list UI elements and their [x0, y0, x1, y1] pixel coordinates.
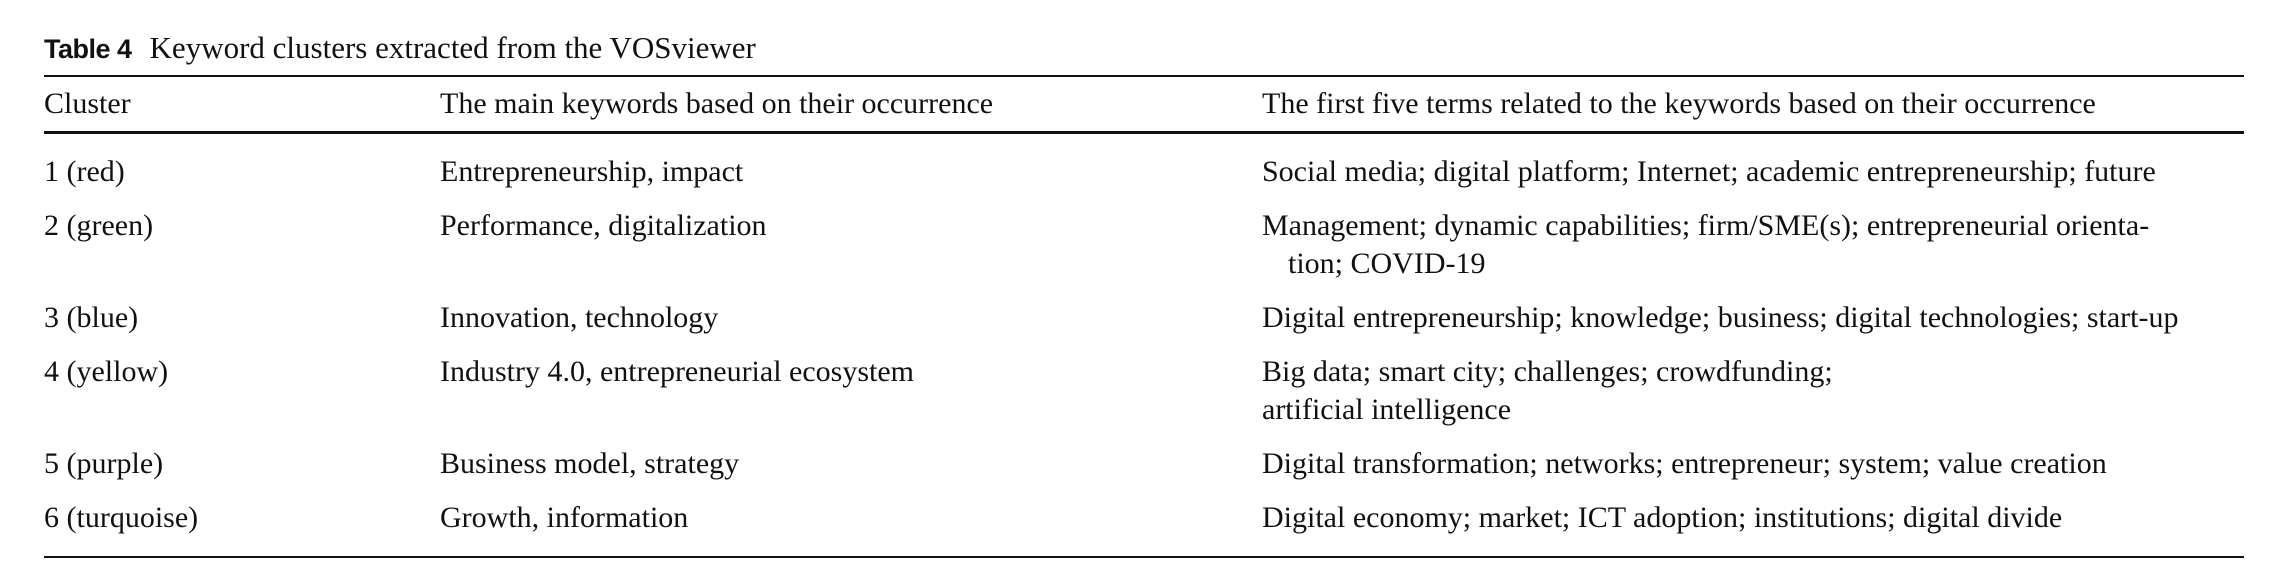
cell-terms-line: Digital economy; market; ICT adoption; i…	[1262, 501, 2063, 534]
cell-keywords: Growth, information	[440, 501, 689, 534]
header-rule	[44, 131, 2244, 134]
keyword-clusters-table: Table 4 Keyword clusters extracted from t…	[44, 28, 2244, 558]
table-row: 1 (red) Entrepreneurship, impact Social …	[44, 148, 2244, 202]
cell-terms-line: Management; dynamic capabilities; firm/S…	[1262, 209, 2150, 242]
cell-cluster: 4 (yellow)	[44, 355, 169, 388]
cell-terms-line-continued: tion; COVID-19	[1288, 247, 1486, 280]
cell-terms-line: Social media; digital platform; Internet…	[1262, 155, 2156, 188]
cell-terms-line: Big data; smart city; challenges; crowdf…	[1262, 355, 1833, 388]
header-related-terms: The first five terms related to the keyw…	[1262, 87, 2096, 120]
header-cluster: Cluster	[44, 87, 131, 120]
cell-terms-line: Digital entrepreneurship; knowledge; bus…	[1262, 301, 2179, 334]
cell-terms: Social media; digital platform; Internet…	[1262, 153, 2244, 191]
header-main-keywords: The main keywords based on their occurre…	[440, 87, 994, 120]
table-row: 6 (turquoise) Growth, information Digita…	[44, 494, 2244, 548]
table-row: 3 (blue) Innovation, technology Digital …	[44, 294, 2244, 348]
table-row: 2 (green) Performance, digitalization Ma…	[44, 202, 2244, 294]
table-caption: Table 4 Keyword clusters extracted from t…	[44, 28, 2244, 69]
cell-keywords: Business model, strategy	[440, 447, 740, 480]
cell-cluster: 5 (purple)	[44, 447, 164, 480]
cell-terms: Digital economy; market; ICT adoption; i…	[1262, 499, 2244, 537]
cell-cluster: 6 (turquoise)	[44, 501, 199, 534]
cell-terms-line: Digital transformation; networks; entrep…	[1262, 447, 2107, 480]
table-row: 5 (purple) Business model, strategy Digi…	[44, 440, 2244, 494]
cell-terms: Digital transformation; networks; entrep…	[1262, 445, 2244, 483]
cell-keywords: Entrepreneurship, impact	[440, 155, 744, 188]
table-row: 4 (yellow) Industry 4.0, entrepreneurial…	[44, 348, 2244, 440]
table-label: Table 4	[44, 34, 132, 64]
cell-terms: Management; dynamic capabilities; firm/S…	[1262, 207, 2244, 283]
top-rule	[44, 75, 2244, 77]
cell-terms: Big data; smart city; challenges; crowdf…	[1262, 353, 2244, 429]
bottom-rule	[44, 556, 2244, 558]
cell-terms-line-continued: artificial intelligence	[1262, 393, 1512, 426]
cell-cluster: 1 (red)	[44, 155, 125, 188]
cell-terms: Digital entrepreneurship; knowledge; bus…	[1262, 299, 2244, 337]
cell-cluster: 3 (blue)	[44, 301, 139, 334]
table-body: 1 (red) Entrepreneurship, impact Social …	[44, 134, 2244, 556]
cell-keywords: Innovation, technology	[440, 301, 719, 334]
cell-keywords: Performance, digitalization	[440, 209, 767, 242]
table-title: Keyword clusters extracted from the VOSv…	[149, 30, 756, 65]
table-header-row: Cluster The main keywords based on their…	[44, 77, 2244, 131]
cell-cluster: 2 (green)	[44, 209, 154, 242]
cell-keywords: Industry 4.0, entrepreneurial ecosystem	[440, 355, 915, 388]
